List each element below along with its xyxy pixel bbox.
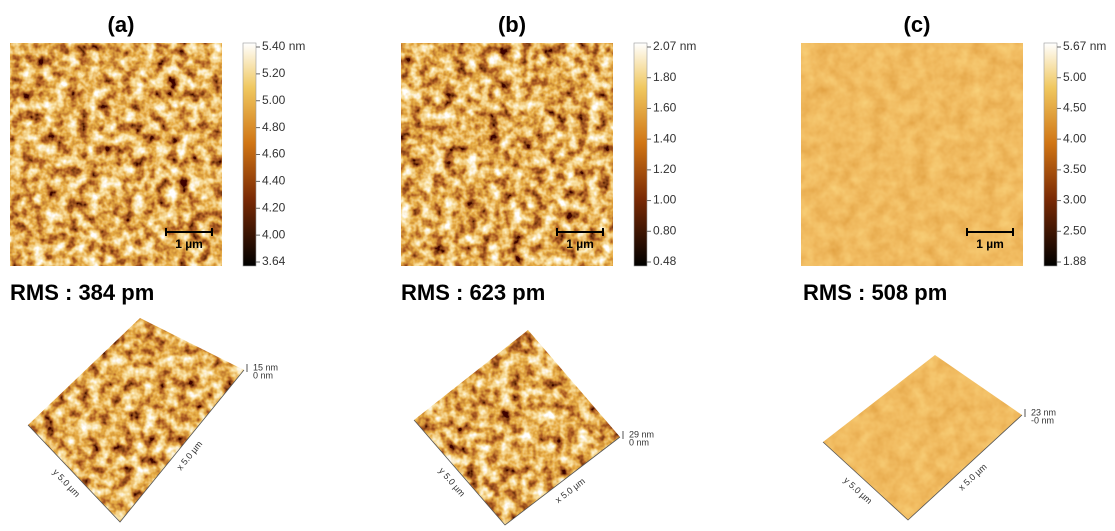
colorbar-label: 5.40 nm bbox=[262, 39, 305, 53]
panel-label: (b) bbox=[498, 12, 526, 37]
colorbar bbox=[242, 42, 257, 267]
colorbar-label: 4.50 bbox=[1063, 101, 1087, 115]
z-bottom-label: -0 nm bbox=[1031, 415, 1054, 425]
axis-edge bbox=[822, 414, 1023, 521]
z-top-label: 29 nm bbox=[629, 429, 654, 439]
colorbar-label: 0.48 bbox=[653, 254, 677, 268]
afm-3d-view bbox=[28, 318, 244, 522]
colorbar-label: 4.80 bbox=[262, 120, 286, 134]
colorbar-label: 1.60 bbox=[653, 101, 677, 115]
colorbar-label: 1.80 bbox=[653, 70, 677, 84]
afm-image bbox=[401, 43, 613, 266]
colorbar-label: 2.50 bbox=[1063, 223, 1087, 237]
colorbar-label: 1.40 bbox=[653, 131, 677, 145]
z-top-label: 23 nm bbox=[1031, 407, 1056, 417]
colorbar-label: 4.00 bbox=[1063, 131, 1087, 145]
colorbar-label: 3.64 bbox=[262, 254, 286, 268]
colorbar-label: 1.20 bbox=[653, 162, 677, 176]
colorbar-label: 3.50 bbox=[1063, 162, 1087, 176]
rms-text: RMS : 508 pm bbox=[803, 280, 947, 305]
afm-3d-view bbox=[414, 330, 620, 525]
axis-edge bbox=[27, 369, 245, 523]
colorbar-label: 0.80 bbox=[653, 223, 677, 237]
afm-image bbox=[10, 43, 222, 266]
colorbar-label: 5.67 nm bbox=[1063, 39, 1106, 53]
panel-label: (c) bbox=[904, 12, 931, 37]
colorbar-label: 2.07 nm bbox=[653, 39, 696, 53]
panel-label: (a) bbox=[108, 12, 135, 37]
colorbar bbox=[1043, 42, 1058, 267]
colorbar-label: 4.00 bbox=[262, 227, 286, 241]
rms-text: RMS : 384 pm bbox=[10, 280, 154, 305]
colorbar-label: 1.88 bbox=[1063, 254, 1087, 268]
colorbar-label: 4.20 bbox=[262, 200, 286, 214]
colorbar bbox=[633, 42, 648, 267]
colorbar-label: 1.00 bbox=[653, 193, 677, 207]
rms-text: RMS : 623 pm bbox=[401, 280, 545, 305]
scale-bar-label: 1 µm bbox=[566, 237, 594, 251]
colorbar-label: 3.00 bbox=[1063, 193, 1087, 207]
colorbar-label: 5.00 bbox=[262, 93, 286, 107]
axis-edge bbox=[413, 419, 621, 526]
scale-bar-label: 1 µm bbox=[976, 237, 1004, 251]
z-top-label: 15 nm bbox=[253, 362, 278, 372]
scale-bar-label: 1 µm bbox=[175, 237, 203, 251]
colorbar-label: 4.40 bbox=[262, 174, 286, 188]
z-bottom-label: 0 nm bbox=[629, 437, 649, 447]
z-bottom-label: 0 nm bbox=[253, 370, 273, 380]
afm-3d-view bbox=[823, 355, 1022, 520]
colorbar-label: 4.60 bbox=[262, 147, 286, 161]
colorbar-label: 5.00 bbox=[1063, 70, 1087, 84]
afm-image bbox=[801, 43, 1023, 266]
colorbar-label: 5.20 bbox=[262, 66, 286, 80]
